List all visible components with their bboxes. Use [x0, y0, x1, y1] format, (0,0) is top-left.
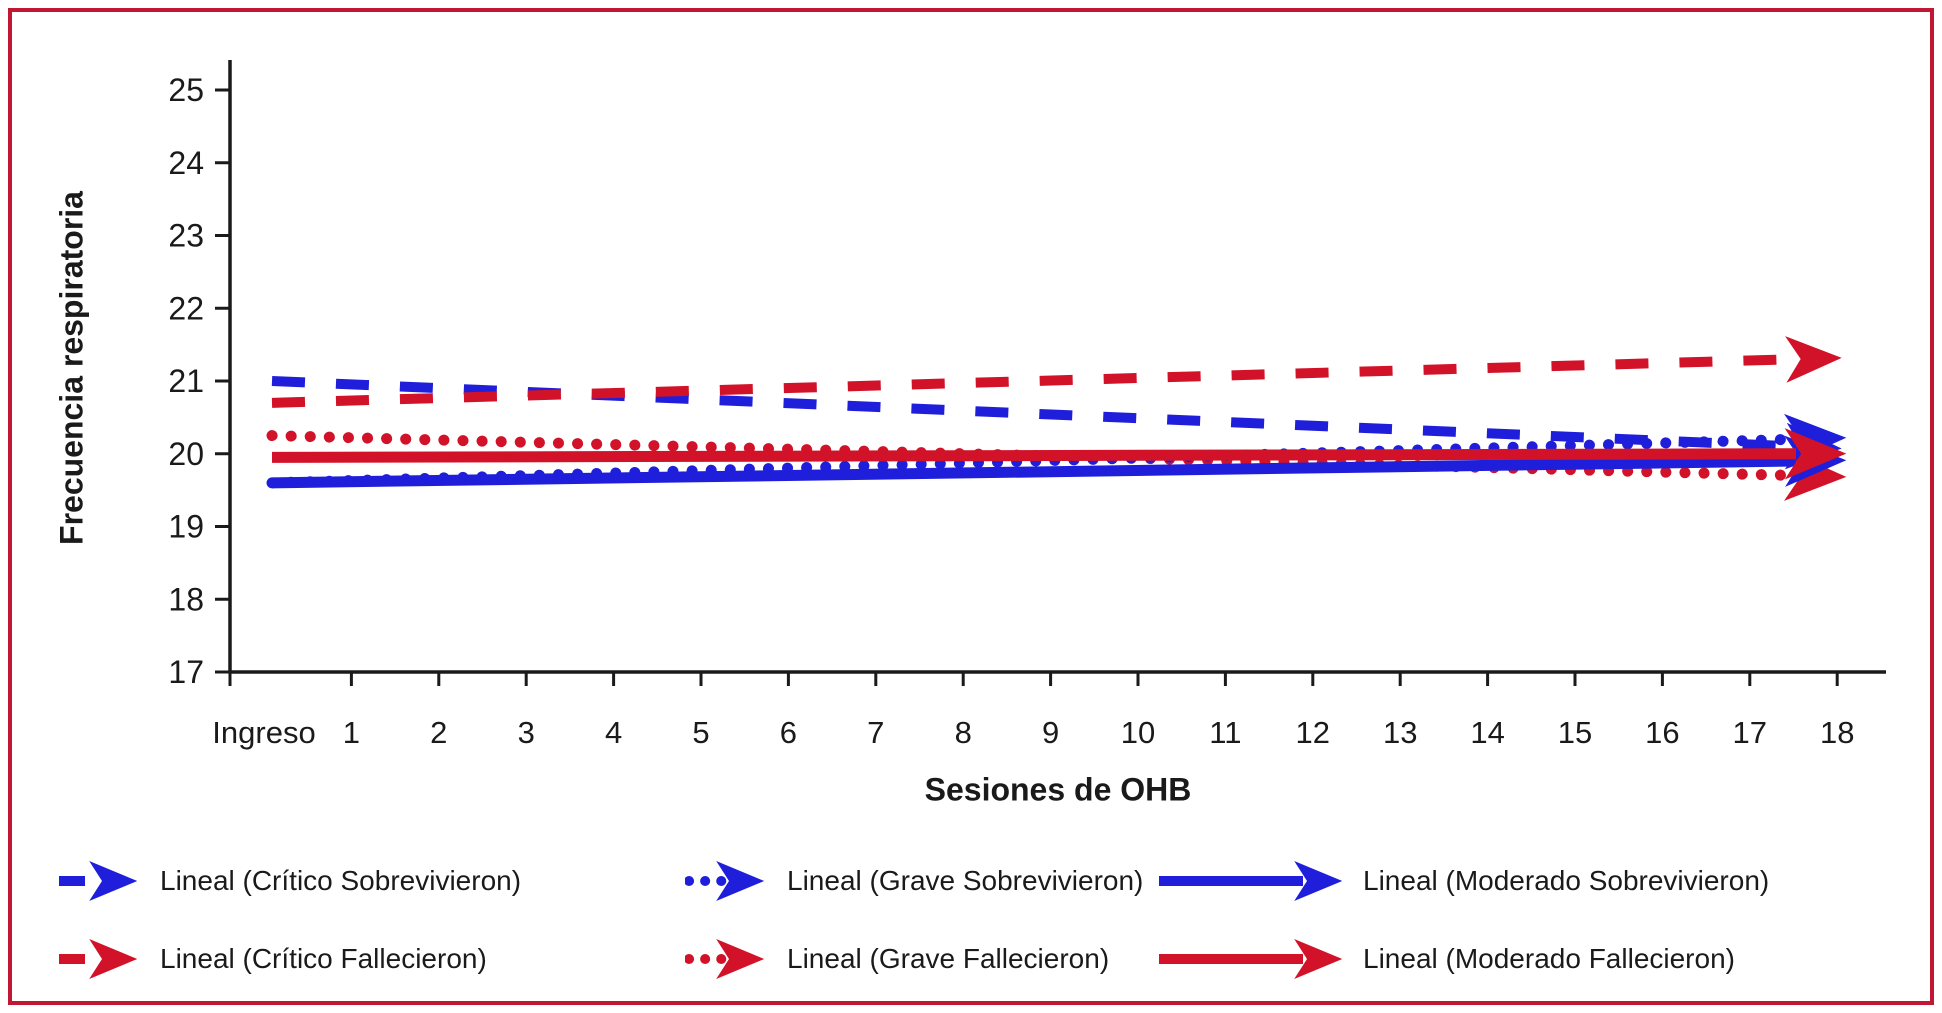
x-tick-label: 15 [1558, 715, 1592, 750]
x-tick-label: 3 [518, 715, 535, 750]
y-tick-label: 18 [168, 581, 204, 617]
x-tick-label: 9 [1042, 715, 1059, 750]
x-tick-label: 2 [430, 715, 447, 750]
y-tick-label: 19 [168, 509, 204, 545]
x-tick-label: 17 [1733, 715, 1767, 750]
x-tick-label: 6 [780, 715, 797, 750]
series-line-5 [271, 435, 1847, 489]
x-tick-label: 14 [1470, 715, 1504, 750]
x-tick-label: 12 [1296, 715, 1330, 750]
series-line-2 [271, 336, 1842, 408]
y-tick-label: 25 [168, 72, 204, 108]
x-tick-label: 5 [692, 715, 709, 750]
y-tick-label: 23 [168, 218, 204, 254]
x-axis-title: Sesiones de OHB [924, 771, 1192, 808]
x-tick-label: 8 [955, 715, 972, 750]
y-tick-label: 20 [168, 436, 204, 472]
series-line-6 [271, 428, 1847, 480]
x-tick-label: 18 [1820, 715, 1854, 750]
x-tick-label: 7 [867, 715, 884, 750]
y-tick-label: 24 [168, 145, 204, 181]
x-tick-label: 4 [605, 715, 622, 750]
y-tick-label: 22 [168, 290, 204, 326]
x-tick-label: 11 [1209, 715, 1241, 750]
x-tick-label: 13 [1383, 715, 1417, 750]
y-axis-title: Frecuencia respiratoria [53, 191, 90, 545]
x-tick-label: 16 [1645, 715, 1679, 750]
y-tick-label: 21 [168, 363, 204, 399]
y-tick-label: 17 [168, 654, 204, 690]
x-tick-label: Ingreso [212, 715, 315, 750]
x-tick-label: 1 [343, 715, 360, 750]
x-tick-label: 10 [1121, 715, 1155, 750]
